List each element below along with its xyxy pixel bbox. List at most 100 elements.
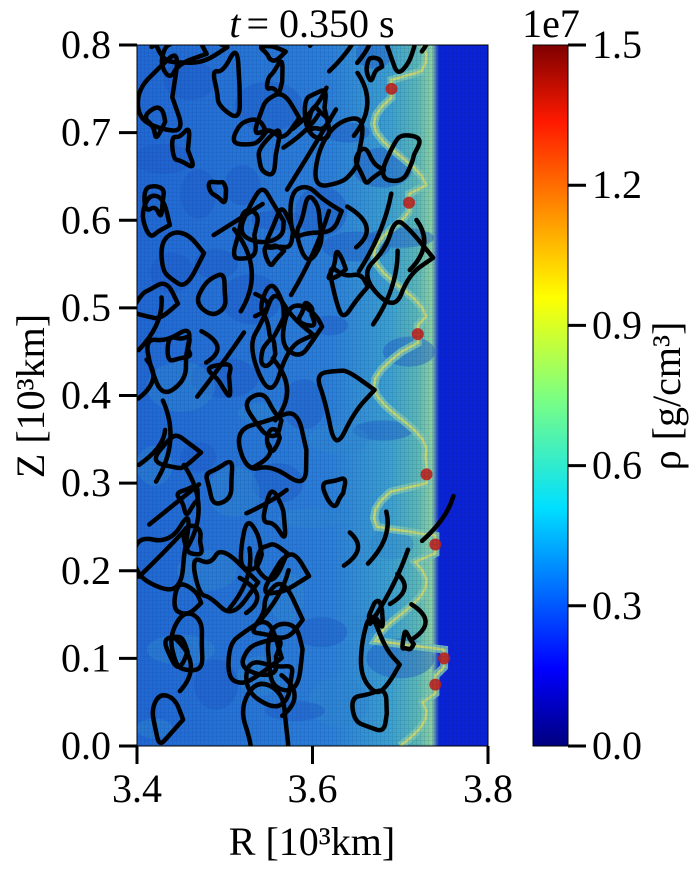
density-contour (137, 53, 183, 133)
x-tick-label: 3.4 (112, 766, 162, 811)
density-contour (341, 530, 361, 568)
density-contour (236, 411, 309, 484)
density-contour (238, 521, 264, 572)
density-contour (258, 45, 288, 63)
density-contour (237, 575, 260, 616)
colorbar-tick-label: 1.2 (592, 162, 642, 207)
density-contour (302, 88, 332, 142)
y-axis-label: Z [10³km] (8, 314, 53, 478)
y-tick-label: 0.5 (61, 285, 111, 330)
x-axis-label: R [10³km] (229, 819, 395, 864)
density-contour (387, 571, 407, 607)
density-contour (251, 581, 305, 640)
colorbar-tick-label: 0.0 (592, 723, 642, 768)
density-contour (370, 248, 400, 327)
density-contour (284, 107, 339, 192)
density-contour (288, 208, 332, 298)
density-contour (153, 433, 204, 471)
density-contour (149, 45, 159, 50)
density-contour (206, 179, 229, 205)
colorbar: 0.0 0.3 0.6 0.9 1.2 1.5 (532, 22, 642, 768)
density-contour (328, 266, 371, 318)
density-contour (140, 193, 173, 238)
y-tick-label: 0.3 (61, 460, 111, 505)
density-contour (384, 45, 417, 74)
density-contour (194, 330, 247, 399)
title-value: = 0.350 s (247, 1, 395, 46)
density-contour (367, 547, 411, 627)
density-contour (239, 187, 286, 245)
density-contour (181, 462, 201, 551)
density-contour (354, 45, 372, 66)
density-contour (265, 621, 305, 693)
y-tick-label: 0.8 (61, 22, 111, 67)
y-tick-label: 0.7 (61, 110, 111, 155)
density-contour (270, 356, 290, 423)
density-contour (364, 55, 385, 83)
colorbar-tick-label: 0.3 (592, 583, 642, 628)
density-contour (264, 59, 285, 95)
density-contour (296, 300, 317, 328)
density-contour (290, 85, 329, 131)
colorbar-label: ρ [g/cm³] (644, 322, 689, 471)
density-contour (204, 459, 235, 506)
density-contour (199, 328, 220, 365)
density-contour (259, 283, 287, 341)
colorbar-multiplier: 1e7 (522, 1, 580, 46)
density-contour (316, 368, 377, 443)
x-tick-label: 3.8 (463, 766, 513, 811)
density-contour (227, 546, 253, 611)
y-tick-label: 0.2 (61, 548, 111, 593)
density-contour (320, 476, 348, 509)
y-tick-label: 0.1 (61, 635, 111, 680)
title-variable: t (229, 1, 241, 46)
density-contour (345, 204, 369, 250)
density-contour (169, 611, 205, 673)
density-contour (326, 45, 355, 74)
x-tick-label: 3.6 (288, 766, 338, 811)
density-contour (137, 357, 156, 401)
density-contour (206, 362, 233, 398)
density-contour (351, 70, 370, 138)
density-contour (142, 183, 166, 218)
density-contour (195, 272, 228, 317)
density-contour (137, 295, 164, 353)
density-contour (191, 549, 261, 614)
density-contour (250, 440, 273, 470)
density-contour (358, 616, 402, 695)
density-contour (240, 681, 291, 746)
density-contour (231, 226, 254, 314)
axes: 0.0 0.1 0.2 0.3 0.4 0.5 0.6 0.7 0.8 3.4 3.6 3.8 (61, 22, 513, 811)
density-contour (254, 567, 291, 627)
density-contour (150, 693, 186, 746)
colorbar-gradient (532, 44, 569, 747)
y-tick-label: 0.6 (61, 197, 111, 242)
density-contour (263, 552, 312, 596)
plot-area (137, 45, 488, 746)
chart-title: t = 0.350 s (229, 1, 394, 46)
density-contour (244, 487, 289, 516)
density-contour (231, 117, 269, 147)
density-contour (137, 281, 181, 321)
density-field (137, 45, 488, 746)
density-contour (400, 629, 416, 652)
density-contour (281, 112, 321, 150)
density-contour (252, 291, 270, 319)
density-contour (313, 116, 365, 188)
density-contour (211, 50, 243, 119)
density-contour (365, 509, 390, 566)
density-contour (172, 582, 204, 616)
density-contour (356, 191, 394, 274)
colorbar-tick-label: 0.6 (592, 443, 642, 488)
colorbar-tick-label: 1.5 (592, 22, 642, 67)
density-contour (380, 133, 422, 184)
density-contour (419, 45, 429, 54)
density-contour (419, 493, 456, 544)
density-contour (280, 303, 325, 357)
y-tick-label: 0.4 (61, 373, 111, 418)
y-tick-label: 0.0 (61, 723, 111, 768)
density-contour (264, 207, 296, 250)
density-contour (365, 219, 436, 306)
density-contour (153, 398, 173, 484)
